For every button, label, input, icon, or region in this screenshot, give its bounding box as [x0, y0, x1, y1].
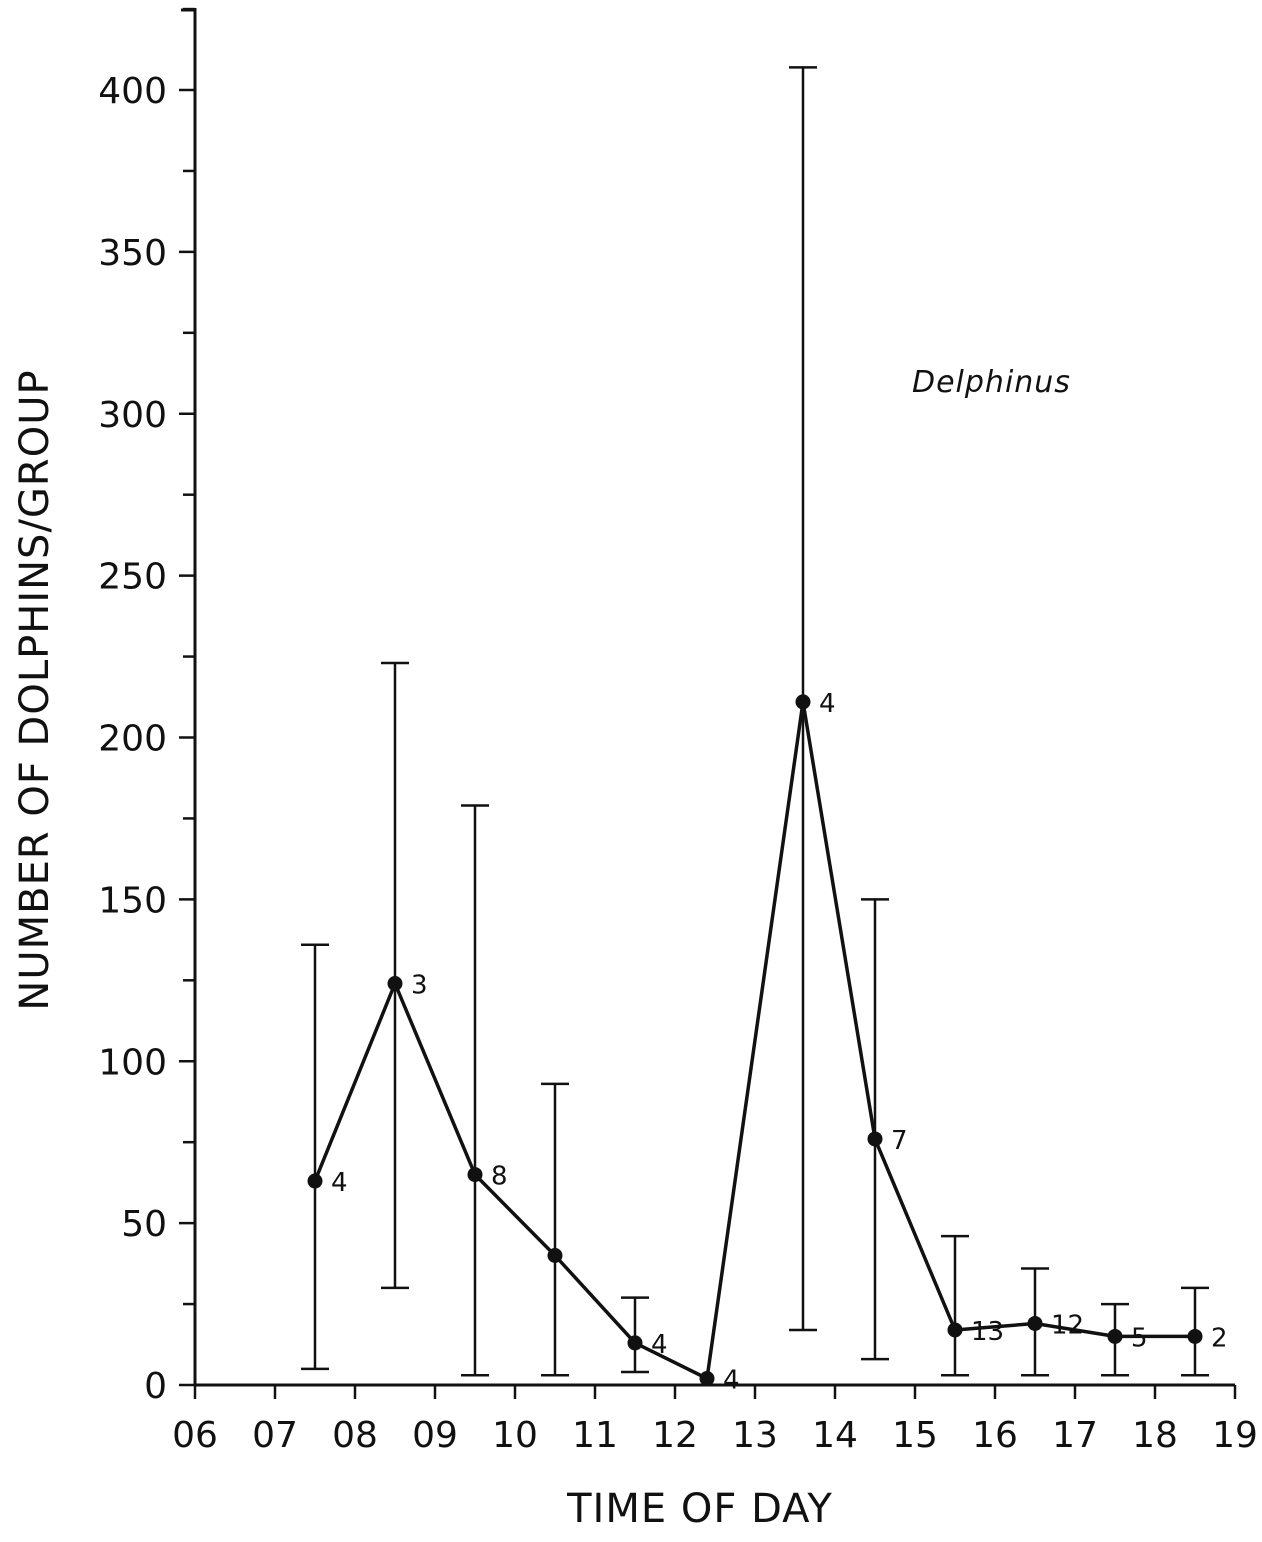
x-tick-label: 11	[572, 1415, 618, 1456]
x-tick-label: 15	[892, 1415, 938, 1456]
data-point	[467, 1167, 483, 1183]
data-point	[699, 1371, 715, 1387]
y-tick-label: 200	[98, 719, 167, 760]
x-tick-label: 19	[1212, 1415, 1258, 1456]
data-point	[947, 1322, 963, 1338]
sample-size-label: 5	[1131, 1323, 1148, 1353]
y-tick-label: 300	[98, 395, 167, 436]
data-point	[1107, 1328, 1123, 1344]
data-point	[1027, 1315, 1043, 1331]
x-tick-label: 08	[332, 1415, 378, 1456]
x-tick-label: 10	[492, 1415, 538, 1456]
sample-size-label: 8	[491, 1162, 508, 1192]
x-tick-label: 18	[1132, 1415, 1178, 1456]
x-tick-label: 16	[972, 1415, 1018, 1456]
y-tick-label: 50	[121, 1204, 167, 1245]
data-point	[547, 1248, 563, 1263]
sample-size-label: 4	[651, 1330, 668, 1360]
sample-size-label: 13	[971, 1317, 1004, 1347]
x-tick-label: 12	[652, 1415, 698, 1456]
y-tick-label: 250	[98, 557, 167, 598]
x-tick-label: 09	[412, 1415, 458, 1456]
x-tick-label: 13	[732, 1415, 778, 1456]
sample-size-label: 3	[411, 971, 428, 1001]
y-axis-title: NUMBER OF DOLPHINS/GROUP	[12, 369, 58, 1010]
x-tick-label: 17	[1052, 1415, 1098, 1456]
sample-size-label: 4	[819, 689, 836, 719]
y-tick-label: 400	[98, 71, 167, 112]
data-point	[307, 1173, 323, 1189]
x-tick-label: 14	[812, 1415, 858, 1456]
data-point	[867, 1131, 883, 1147]
sample-size-label: 7	[891, 1126, 908, 1156]
y-tick-label: 350	[98, 233, 167, 274]
data-point	[1187, 1328, 1203, 1344]
axes: 0 50 100 150 200 250 300 350 400 06 07 08 09 10 11 12 13…	[98, 7, 1258, 1456]
data-point	[387, 976, 403, 992]
series: 4 3 8 4 4 4 7 13 12 5 2	[301, 66, 1228, 1396]
x-tick-label: 07	[252, 1415, 298, 1456]
x-tick-label: 06	[172, 1415, 218, 1456]
y-tick-label: 100	[98, 1042, 167, 1083]
sample-size-label: 2	[1211, 1323, 1228, 1353]
data-point	[627, 1335, 643, 1351]
series-line	[313, 700, 1195, 1381]
y-tick-label: 0	[144, 1366, 167, 1407]
species-annotation: Delphinus	[912, 365, 1071, 400]
data-point	[795, 694, 811, 710]
sample-size-label: 4	[723, 1366, 740, 1396]
y-tick-label: 150	[98, 880, 167, 921]
x-axis-title: TIME OF DAY	[566, 1486, 833, 1532]
sample-size-label: 4	[331, 1168, 348, 1198]
sample-size-label: 12	[1051, 1310, 1084, 1340]
